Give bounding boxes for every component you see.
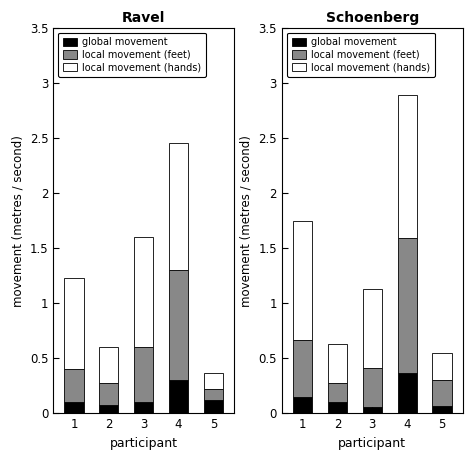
Bar <box>204 372 223 389</box>
Bar <box>204 400 223 414</box>
Bar <box>432 406 452 414</box>
Bar <box>398 95 417 238</box>
Legend: global movement, local movement (feet), local movement (hands): global movement, local movement (feet), … <box>287 33 435 77</box>
Bar <box>328 402 347 414</box>
X-axis label: participant: participant <box>338 437 406 450</box>
Bar <box>293 340 312 397</box>
Bar <box>169 270 188 380</box>
Bar <box>64 402 83 414</box>
Bar <box>204 389 223 400</box>
Bar <box>363 407 382 414</box>
X-axis label: participant: participant <box>109 437 178 450</box>
Bar <box>169 143 188 270</box>
Bar <box>99 347 118 383</box>
Bar <box>432 380 452 406</box>
Bar <box>134 237 153 347</box>
Title: Schoenberg: Schoenberg <box>326 11 419 25</box>
Bar <box>134 347 153 402</box>
Bar <box>328 383 347 402</box>
Bar <box>398 372 417 414</box>
Bar <box>432 353 452 380</box>
Bar <box>293 397 312 414</box>
Bar <box>363 289 382 368</box>
Y-axis label: movement (metres / second): movement (metres / second) <box>240 135 253 307</box>
Bar <box>64 278 83 369</box>
Bar <box>293 220 312 340</box>
Title: Ravel: Ravel <box>122 11 165 25</box>
Bar <box>99 383 118 405</box>
Bar <box>398 238 417 372</box>
Bar <box>169 380 188 414</box>
Legend: global movement, local movement (feet), local movement (hands): global movement, local movement (feet), … <box>58 33 206 77</box>
Bar <box>328 344 347 383</box>
Y-axis label: movement (metres / second): movement (metres / second) <box>11 135 24 307</box>
Bar <box>363 368 382 407</box>
Bar <box>134 402 153 414</box>
Bar <box>64 369 83 402</box>
Bar <box>99 405 118 414</box>
